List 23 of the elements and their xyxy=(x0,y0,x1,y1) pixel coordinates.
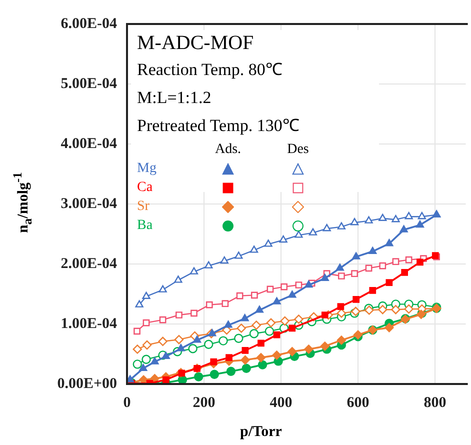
text: Mg xyxy=(136,160,158,178)
annotation: Des xyxy=(286,141,310,159)
x-tick-label: 200 xyxy=(192,394,216,411)
y-tick-label: 2.00E-04 xyxy=(60,256,118,272)
y-tick-label: 5.00E-04 xyxy=(60,76,118,92)
x-tick-label: 800 xyxy=(424,394,446,411)
annotation: M:L=1:1.2 xyxy=(136,87,212,109)
text: Sr xyxy=(136,198,150,216)
annotation: Ads. xyxy=(214,141,242,159)
x-tick-label: 0 xyxy=(123,394,131,411)
x-tick-label: 400 xyxy=(270,394,292,411)
y-tick-label: 6.00E-04 xyxy=(60,16,118,32)
chart-title: M-ADC-MOF xyxy=(136,31,255,56)
annotation: Pretreated Temp. 130℃ xyxy=(136,115,300,137)
x-axis-title: p/Torr xyxy=(240,424,282,441)
x-tick-label: 600 xyxy=(346,394,370,411)
y-tick-label: 3.00E-04 xyxy=(60,196,118,212)
text: Ca xyxy=(136,179,154,197)
annotation: Reaction Temp. 80℃ xyxy=(136,59,284,81)
y-tick-label: 1.00E-04 xyxy=(60,316,118,332)
y-tick-label: 0.00E+00 xyxy=(57,376,117,392)
text: Ba xyxy=(136,217,154,235)
y-tick-label: 4.00E-04 xyxy=(60,136,118,152)
